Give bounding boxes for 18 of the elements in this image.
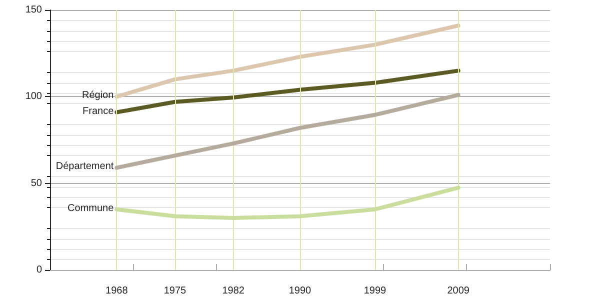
x-tick-label: 1999: [364, 286, 387, 296]
x-tick-label: 1982: [222, 286, 245, 296]
line-series: [114, 24, 460, 99]
series-label: Département: [56, 161, 114, 172]
x-tick-label: 1968: [106, 286, 128, 296]
series-label: Commune: [68, 202, 114, 214]
line-series: [114, 68, 460, 114]
y-tick-label: 150: [25, 4, 42, 16]
line-series: [114, 92, 460, 170]
line-series: [114, 186, 460, 220]
series-label: Région: [82, 90, 114, 102]
y-tick-label: 0: [36, 264, 42, 276]
series-label: France: [82, 106, 114, 117]
x-tick-label: 1975: [164, 286, 187, 296]
y-tick-label: 100: [25, 91, 42, 102]
x-tick-label: 1990: [288, 286, 312, 296]
x-tick-label: 2009: [447, 286, 470, 296]
y-tick-label: 50: [30, 178, 42, 189]
